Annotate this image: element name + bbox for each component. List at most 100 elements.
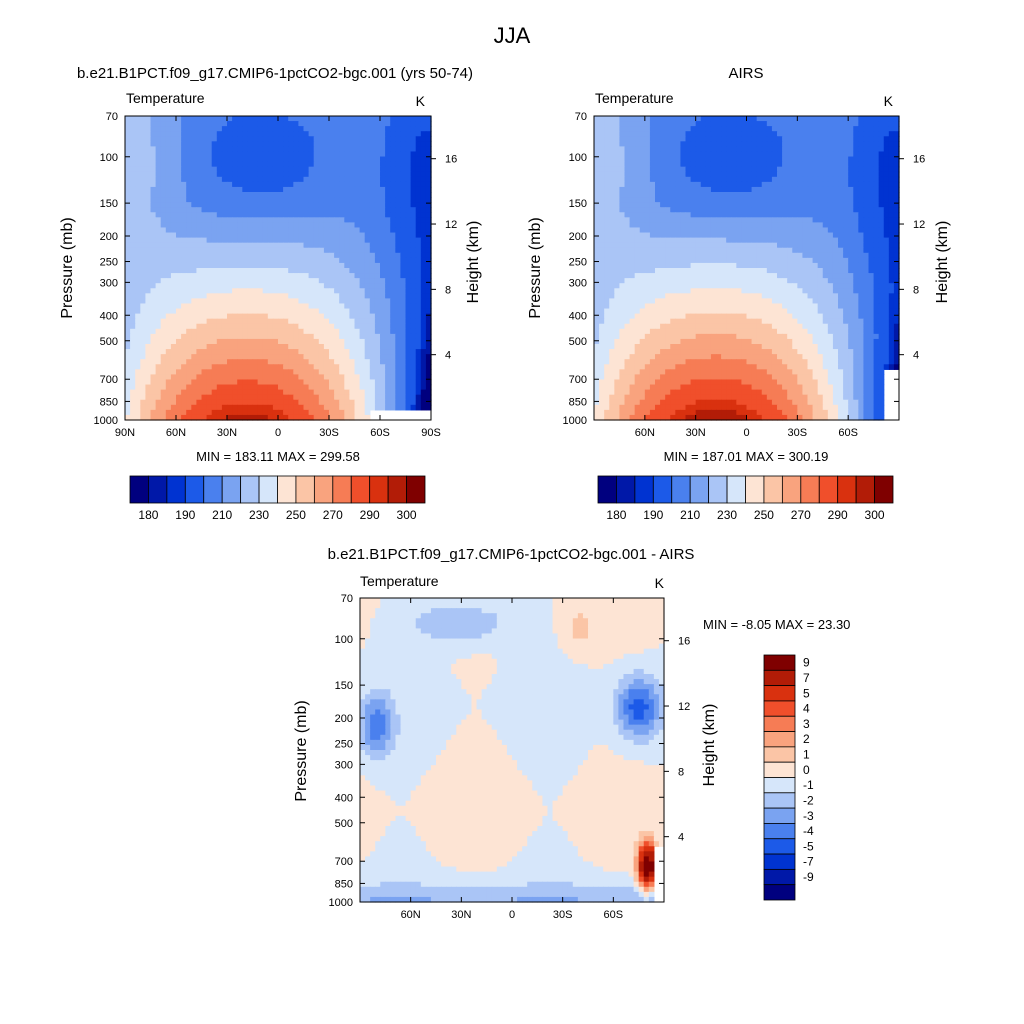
contour-cell [283,156,289,163]
contour-cell [288,171,294,178]
contour-cell [262,242,269,249]
contour-cell [135,298,141,305]
contour-cell [334,242,340,249]
contour-cell [415,288,422,294]
contour-cell [288,364,294,370]
contour-cell [135,344,141,350]
contour-cell [318,136,325,142]
contour-cell [308,328,315,335]
contour-cell [283,374,289,381]
contour-cell [655,131,661,137]
contour-cell [308,242,315,249]
contour-cell [374,399,381,406]
contour-cell [201,171,208,178]
contour-cell [425,384,432,391]
contour-cell [649,212,656,218]
contour-cell [710,126,717,132]
contour-cell [639,146,646,153]
contour-cell [354,283,361,289]
contour-cell [257,212,264,218]
contour-cell [751,217,758,223]
contour-cell [145,202,152,208]
contour-cell [390,161,396,168]
contour-cell [278,121,284,127]
contour-cell [135,232,141,239]
contour-cell [675,146,682,153]
contour-cell [130,222,136,229]
contour-cell [303,394,310,401]
contour-cell [216,323,223,330]
contour-cell [150,141,157,147]
contour-cell [329,384,335,391]
contour-cell [318,338,325,345]
contour-cell [400,273,407,279]
contour-cell [221,394,228,401]
contour-cell [680,146,687,153]
contour-cell [221,212,228,218]
contour-cell [374,242,381,249]
contour-cell [634,161,641,168]
contour-cell [339,247,345,254]
contour-cell [746,131,753,137]
contour-cell [191,364,197,370]
contour-cell [359,237,366,244]
contour-cell [385,354,391,360]
contour-cell [130,338,136,345]
contour-cell [206,146,213,153]
contour-cell [838,217,844,223]
contour-cell [329,252,335,259]
contour-cell [838,222,844,229]
contour-cell [272,384,279,391]
contour-cell [140,384,146,391]
contour-cell [257,116,264,122]
contour-cell [415,384,422,391]
contour-cell [170,379,177,386]
contour-cell [318,202,325,208]
contour-cell [731,156,737,163]
contour-cell [883,146,890,153]
contour-cell [140,212,146,218]
contour-cell [257,394,264,401]
contour-cell [344,308,350,315]
contour-cell [690,186,697,193]
contour-cell [125,354,131,360]
contour-cell [130,247,136,254]
contour-cell [257,399,264,406]
contour-cell [802,222,809,229]
contour-cell [339,176,345,183]
contour-cell [751,126,758,132]
contour-cell [232,141,238,147]
contour-cell [700,207,707,213]
contour-cell [323,156,330,163]
contour-cell [609,146,615,153]
contour-cell [140,207,146,213]
contour-cell [339,384,345,391]
contour-cell [211,161,218,168]
contour-cell [252,354,259,360]
contour-cell [237,338,243,345]
contour-cell [354,247,361,254]
contour-cell [334,197,340,203]
contour-cell [675,161,682,168]
contour-cell [176,364,182,370]
contour-cell [242,192,248,198]
contour-cell [150,252,157,259]
contour-cell [272,399,279,406]
contour-cell [807,131,814,137]
contour-cell [206,237,213,244]
contour-cell [675,217,682,223]
contour-cell [685,197,692,203]
contour-cell [155,389,162,396]
contour-cell [369,186,376,193]
contour-cell [405,186,412,193]
contour-cell [272,197,279,203]
contour-cell [766,222,773,229]
contour-cell [288,278,294,284]
contour-cell [420,181,427,188]
contour-cell [196,273,203,279]
contour-cell [665,151,671,158]
contour-cell [176,136,182,142]
contour-cell [140,359,146,365]
contour-cell [186,146,192,153]
contour-cell [130,262,136,269]
